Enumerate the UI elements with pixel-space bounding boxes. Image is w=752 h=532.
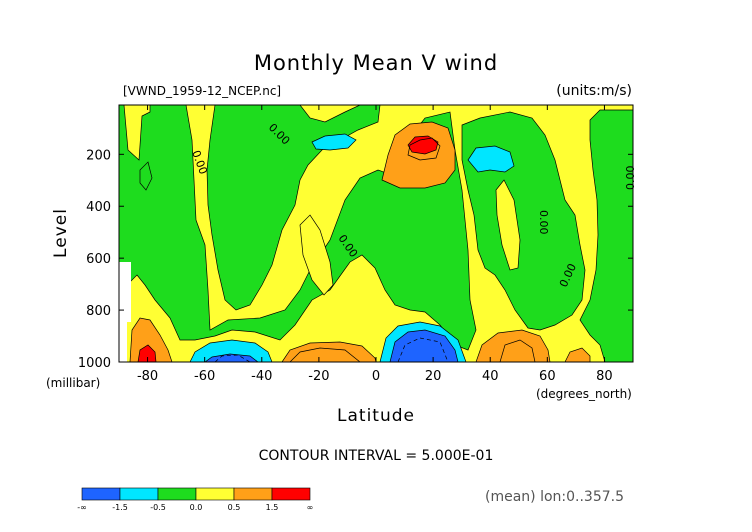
contour-interval: CONTOUR INTERVAL = 5.000E-01 [259,448,494,464]
region-red-bottom-left [137,344,157,362]
colorbar-label: 0.0 [190,503,203,512]
x-tick-label: 80 [596,369,613,384]
colorbar-label: -0.5 [150,503,166,512]
y-tick-label: 1000 [78,356,111,371]
contour-lines [214,137,536,362]
x-tick-label: 0 [372,369,380,384]
chart-title: Monthly Mean V wind [254,51,498,75]
y-unit-label: (millibar) [46,376,100,390]
contour-label-6: 0.00 [624,166,637,191]
x-tick-label: -20 [308,369,329,384]
source-label: [VWND_1959-12_NCEP.nc] [123,84,281,98]
region-missing-lower [119,322,127,362]
region-cyan-bottom-left [189,339,273,362]
footnote: (mean) lon:0..357.5 [485,489,624,505]
x-axis: -80 -60 -40 -20 0 20 40 60 80 [137,105,613,384]
x-unit-label: (degrees_north) [536,387,632,401]
colorbar-label: -∞ [77,503,87,512]
y-tick-label: 400 [86,200,111,215]
y-tick-label: 200 [86,148,111,163]
region-orange-bottom-right [475,329,551,362]
colorbar-swatch [195,487,235,501]
x-tick-label: 60 [539,369,556,384]
colorbar-swatch [157,487,197,501]
region-orange-small-right [564,347,591,362]
region-green-far-right [579,109,633,362]
x-tick-label: 40 [482,369,499,384]
colorbar-label: ∞ [307,503,314,512]
region-green-blob-left [139,161,153,191]
x-tick-label: -80 [137,369,158,384]
colorbar: -∞ -1.5 -0.5 0.0 0.5 1.5 ∞ [77,487,314,512]
region-cyan-upper-right [467,145,515,173]
contour-line-5 [214,354,251,362]
region-cyan-upper-left [311,133,357,151]
contour-label-4: 0.00 [537,210,550,235]
colorbar-label: 1.5 [266,503,279,512]
y-axis: 200 400 600 800 1000 [78,148,633,371]
y-axis-title: Level [51,208,71,258]
region-red-upper [407,135,439,155]
contour-line-2 [289,347,361,362]
y-tick-label: 600 [86,252,111,267]
region-blue-bottom-left [204,353,259,362]
colorbar-swatch [233,487,273,501]
units-label: (units:m/s) [556,83,632,99]
contour-line-3 [499,339,536,362]
contour-line-1 [407,137,441,161]
colorbar-swatch [81,487,121,501]
region-missing [119,262,131,322]
x-tick-label: 20 [425,369,442,384]
y-tick-label: 800 [86,304,111,319]
colorbar-swatch [119,487,159,501]
x-tick-label: -60 [194,369,215,384]
region-orange-upper [381,121,456,189]
region-green-upper-middle [206,105,381,311]
x-axis-title: Latitude [337,406,415,426]
region-yellow-island-right [495,179,521,271]
x-tick-label: -40 [251,369,272,384]
colorbar-swatch [271,487,311,501]
region-blue-bottom-middle [389,329,459,362]
region-yellow-island [299,214,334,296]
plot-area [119,105,633,362]
region-green-left [119,105,477,351]
colorbar-label: -1.5 [112,503,128,512]
colorbar-label: 0.5 [228,503,241,512]
